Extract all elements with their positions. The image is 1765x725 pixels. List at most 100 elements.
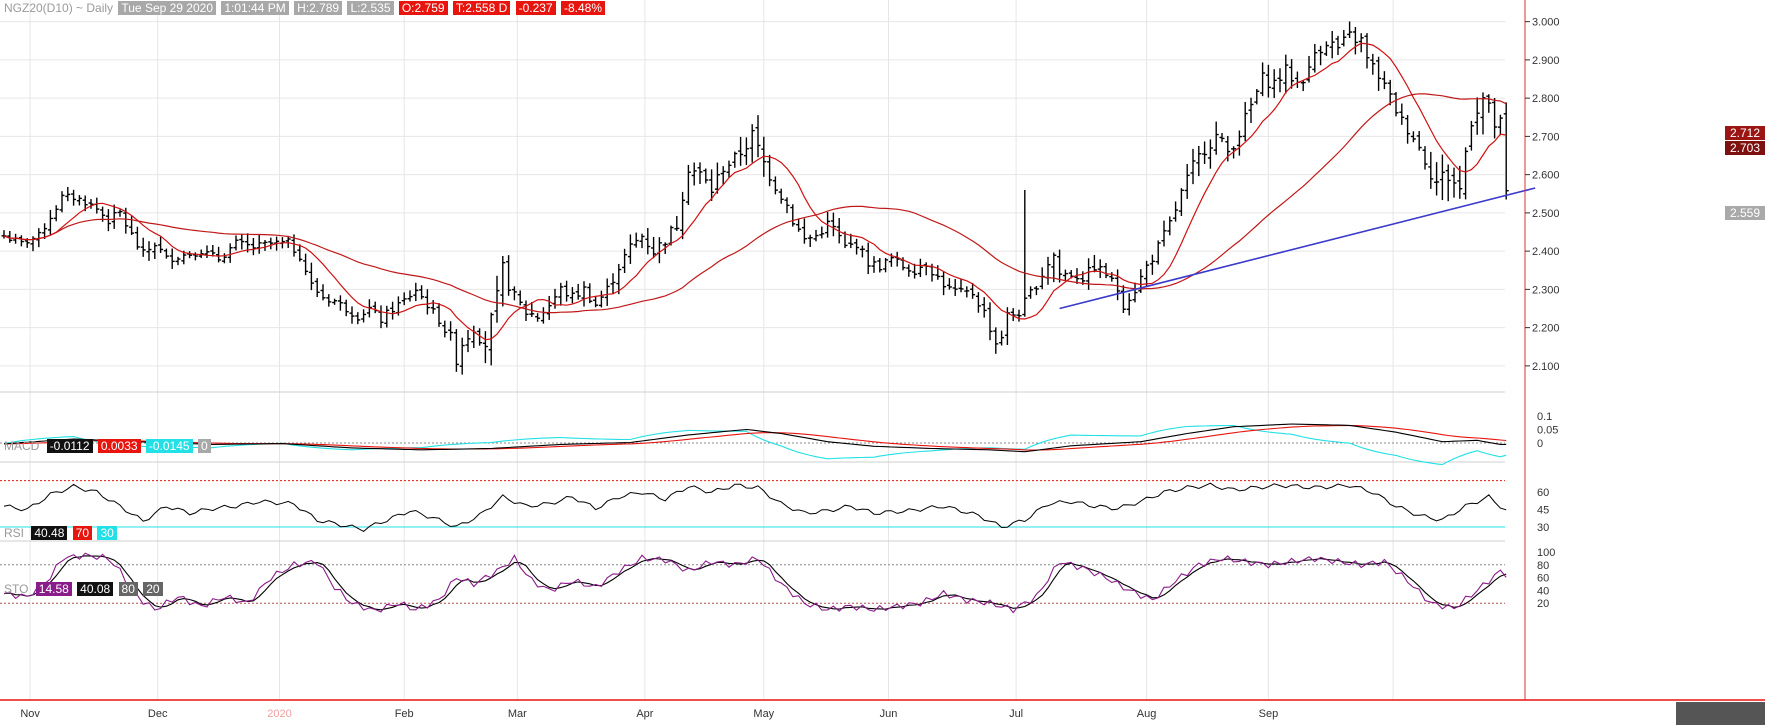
ohlc-bar <box>1318 45 1324 66</box>
ohlc-bar <box>1242 101 1248 142</box>
ohlc-bar <box>1300 80 1306 92</box>
ohlc-bar <box>42 223 48 239</box>
ohlc-bar <box>801 218 807 244</box>
ohlc-bar <box>1057 249 1063 283</box>
ohlc-bar <box>784 197 790 214</box>
ohlc-bar <box>216 246 222 263</box>
ohlc-bar <box>877 258 883 273</box>
ohlc-bar <box>1393 92 1399 117</box>
ohlc-bar <box>1126 293 1132 316</box>
ohlc-bar <box>494 275 500 323</box>
ohlc-bar <box>337 295 343 311</box>
ohlc-bar <box>558 282 564 306</box>
ohlc-bar <box>448 321 454 341</box>
ohlc-bar <box>1202 141 1208 165</box>
ohlc-bar <box>1376 56 1382 91</box>
ohlc-bar <box>1 230 7 239</box>
ohlc-bar <box>94 197 100 214</box>
ohlc-bar <box>1381 71 1387 90</box>
ohlc-bar <box>372 301 378 314</box>
ohlc-bar <box>738 136 744 166</box>
rsi-line <box>3 482 1507 533</box>
ohlc-bar <box>1196 145 1202 177</box>
ohlc-bar <box>419 285 425 300</box>
price-tick-label: 2.800 <box>1532 93 1560 105</box>
sto-tick-label: 40 <box>1537 585 1549 597</box>
macd-legend: MACD -0.0112 0.0033 -0.0145 0 <box>4 439 211 453</box>
ohlc-bar <box>1329 30 1335 59</box>
ohlc-bar <box>627 234 633 264</box>
ohlc-bar <box>482 331 488 364</box>
ohlc-bar <box>1486 94 1492 113</box>
ohlc-bar <box>1434 162 1440 196</box>
slow-ma-price-tag: 2.712 <box>1725 126 1765 140</box>
header-high: H:2.789 <box>294 1 343 15</box>
header-change: -0.237 <box>515 1 556 15</box>
ohlc-bar <box>30 236 36 252</box>
ohlc-bar <box>865 242 871 275</box>
price-tick-label: 2.300 <box>1532 284 1560 296</box>
ohlc-bar <box>656 237 662 264</box>
ohlc-bar <box>134 226 140 250</box>
ohlc-bar <box>18 235 24 247</box>
ohlc-bar <box>47 209 53 235</box>
ohlc-bar <box>912 263 918 279</box>
ohlc-bar <box>1010 308 1016 322</box>
ohlc-bar <box>65 187 71 202</box>
ohlc-bar <box>210 245 216 257</box>
grid-lines <box>0 0 1505 700</box>
ohlc-bar <box>1445 164 1451 202</box>
ohlc-bar <box>361 309 367 323</box>
ohlc-bar <box>1149 254 1155 275</box>
ohlc-bar <box>477 328 483 346</box>
price-tick-label: 2.700 <box>1532 131 1560 143</box>
ohlc-bar <box>749 124 755 163</box>
ohlc-bar <box>923 262 929 276</box>
ohlc-bar <box>117 209 123 217</box>
ohlc-bar <box>546 295 552 320</box>
ohlc-bar <box>1341 30 1347 47</box>
ohlc-bar <box>378 305 384 329</box>
ohlc-bar <box>755 115 761 158</box>
month-label: Mar <box>508 708 527 720</box>
price-tick-label: 2.500 <box>1532 208 1560 220</box>
sto-lower-value: 20 <box>143 582 163 596</box>
ohlc-bar <box>993 327 999 354</box>
ohlc-bar <box>1480 92 1486 135</box>
ohlc-bar <box>407 290 413 302</box>
ohlc-bar <box>1022 189 1028 317</box>
ohlc-bar <box>1132 282 1138 303</box>
ohlc-bar <box>645 228 651 255</box>
ohlc-bar <box>1155 240 1161 265</box>
ohlc-bar <box>146 241 152 261</box>
month-label: Sep <box>1259 708 1279 720</box>
ohlc-bar <box>790 204 796 227</box>
ohlc-bar <box>285 235 291 248</box>
ohlc-bar <box>1439 154 1445 201</box>
ohlc-bar <box>854 238 860 255</box>
ohlc-bar <box>1062 269 1068 281</box>
month-label: Feb <box>395 708 414 720</box>
ohlc-bar <box>1347 21 1353 38</box>
ohlc-bar <box>453 329 459 372</box>
ohlc-bar <box>651 236 657 259</box>
ohlc-bar <box>1236 130 1242 156</box>
ohlc-bar <box>1173 201 1179 222</box>
ohlc-bar <box>540 307 546 324</box>
ohlc-bar <box>935 265 941 280</box>
ohlc-bar <box>7 230 13 243</box>
ohlc-bar <box>732 151 738 168</box>
ohlc-bar <box>424 289 430 315</box>
sto-tick-label: 100 <box>1537 547 1555 559</box>
ohlc-bar <box>1352 27 1358 55</box>
ohlc-bar <box>772 176 778 195</box>
ohlc-bar <box>401 292 407 306</box>
ohlc-bar <box>1457 165 1463 199</box>
month-label: Oct <box>1385 708 1402 720</box>
ohlc-bar <box>535 313 541 322</box>
ohlc-bar <box>355 312 361 325</box>
ohlc-bar <box>1492 98 1498 139</box>
ohlc-bar <box>1410 131 1416 143</box>
slow-moving-average-line <box>3 93 1507 314</box>
ohlc-bar <box>1271 69 1277 99</box>
